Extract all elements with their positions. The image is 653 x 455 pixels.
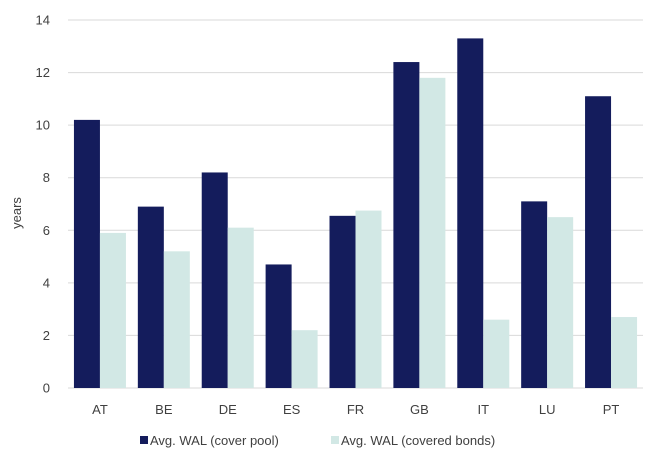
bar-es-series-1 xyxy=(265,264,292,388)
x-tick-label: DE xyxy=(219,402,237,417)
bar-be-series-1 xyxy=(137,206,164,388)
y-tick-label: 0 xyxy=(43,381,50,396)
bar-gb-series-1 xyxy=(393,62,420,389)
bar-lu-series-2 xyxy=(547,217,574,388)
bar-pt-series-1 xyxy=(585,96,612,388)
y-axis-ticks: 0 2 4 6 8 10 12 14 xyxy=(36,13,50,396)
legend-swatch xyxy=(331,436,339,444)
bar-gb-series-2 xyxy=(419,77,446,388)
y-tick-label: 12 xyxy=(36,65,50,80)
x-tick-label: FR xyxy=(347,402,364,417)
legend-label: Avg. WAL (cover pool) xyxy=(150,433,279,448)
bar-be-series-2 xyxy=(163,251,190,388)
x-tick-label: IT xyxy=(477,402,489,417)
y-tick-label: 14 xyxy=(36,13,50,28)
bar-at-series-1 xyxy=(73,119,100,388)
bars xyxy=(73,38,638,389)
y-tick-label: 2 xyxy=(43,328,50,343)
bar-de-series-2 xyxy=(227,227,254,388)
x-tick-label: BE xyxy=(155,402,173,417)
bar-at-series-2 xyxy=(99,232,126,388)
bar-lu-series-1 xyxy=(521,201,548,388)
bar-pt-series-2 xyxy=(611,317,638,388)
x-tick-label: LU xyxy=(539,402,556,417)
y-tick-label: 4 xyxy=(43,275,50,290)
x-tick-label: AT xyxy=(92,402,108,417)
x-tick-label: ES xyxy=(283,402,301,417)
bar-es-series-2 xyxy=(291,330,318,388)
bar-fr-series-2 xyxy=(355,210,382,388)
bar-it-series-1 xyxy=(457,38,484,389)
legend-swatch xyxy=(140,436,148,444)
x-axis-ticks: AT BE DE ES FR GB IT LU PT xyxy=(92,402,619,417)
x-tick-label: GB xyxy=(410,402,429,417)
legend: Avg. WAL (cover pool) Avg. WAL (covered b… xyxy=(140,433,495,448)
bar-fr-series-1 xyxy=(329,215,356,388)
y-axis-label: years xyxy=(9,197,24,229)
y-tick-label: 8 xyxy=(43,170,50,185)
legend-label: Avg. WAL (covered bonds) xyxy=(341,433,495,448)
bar-de-series-1 xyxy=(201,172,228,388)
y-tick-label: 10 xyxy=(36,118,50,133)
y-tick-label: 6 xyxy=(43,223,50,238)
bar-it-series-2 xyxy=(483,319,510,388)
x-tick-label: PT xyxy=(603,402,620,417)
